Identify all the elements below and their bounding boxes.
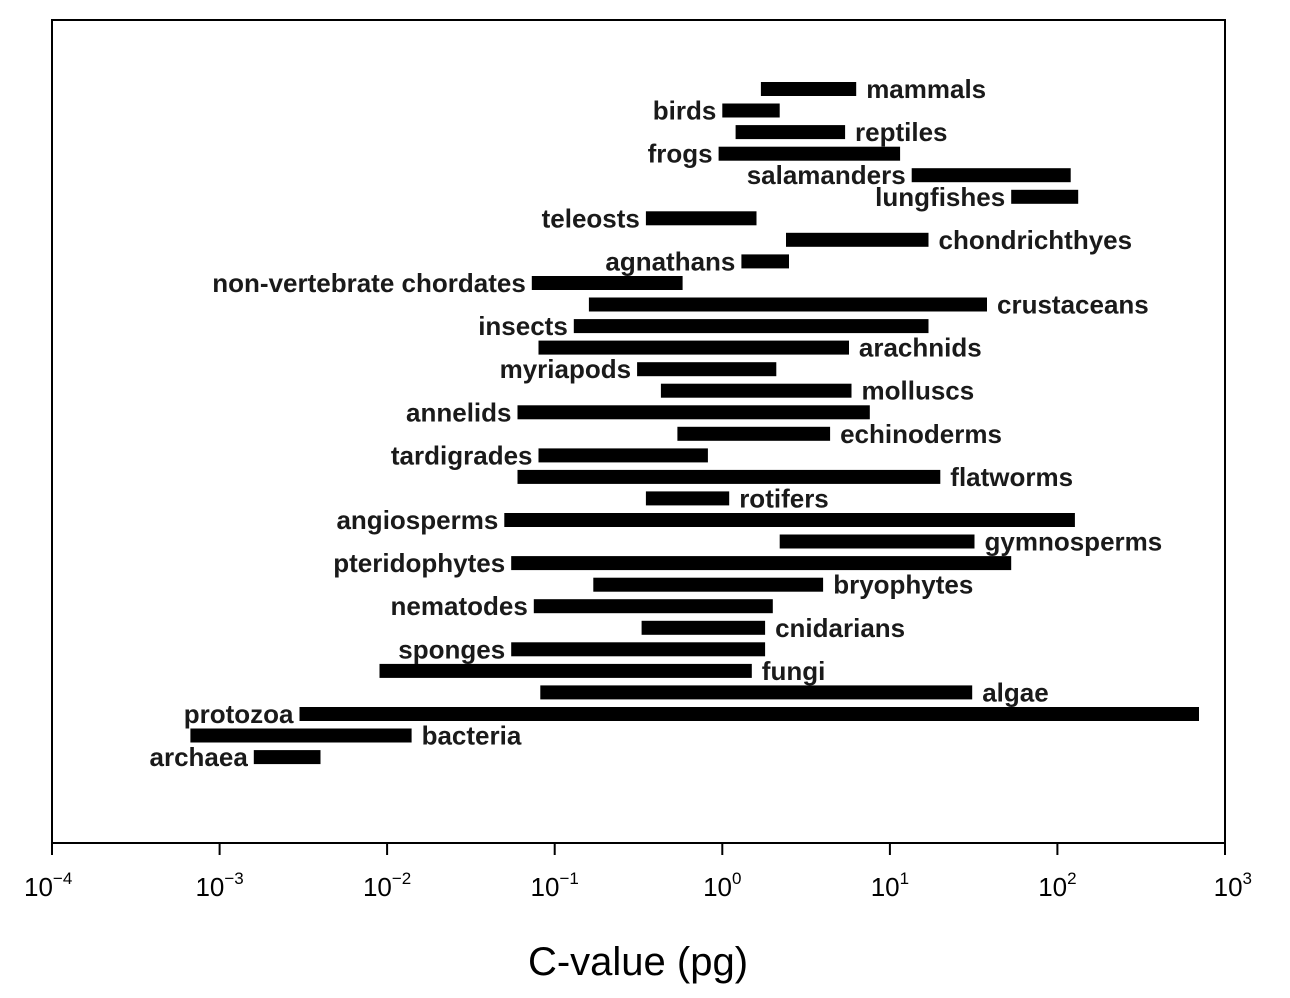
bar-label-angiosperms: angiosperms [336,505,498,535]
bar-label-birds: birds [653,96,717,126]
bar-label-cnidarians: cnidarians [775,613,905,643]
bar-algae [540,685,973,700]
bar-label-flatworms: flatworms [950,462,1073,492]
x-tick-label-0: 10−4 [24,869,72,902]
bar-label-annelids: annelids [406,397,511,427]
bar-label-insects: insects [478,311,568,341]
x-tick-label-7: 103 [1214,869,1252,902]
x-axis-ticks [51,843,1226,855]
range-bars [190,82,1199,765]
bar-angiosperms [504,513,1075,527]
bar-non-vertebrate-chordates [531,276,683,290]
bar-cnidarians [641,620,766,635]
bar-label-nematodes: nematodes [391,591,528,621]
bar-molluscs [660,383,852,398]
bar-annelids [517,405,870,420]
bar-label-mammals: mammals [866,74,986,104]
bar-arachnids [538,340,849,355]
bar-fungi [379,663,752,678]
bar-sponges [511,642,766,657]
bar-label-protozoa: protozoa [184,699,294,729]
bar-label-myriapods: myriapods [500,354,632,384]
bar-teleosts [645,211,757,226]
bar-label-tardigrades: tardigrades [391,440,533,470]
bar-label-lungfishes: lungfishes [875,182,1005,212]
bar-echinoderms [677,426,831,441]
bar-mammals [760,82,857,96]
x-axis-tick-labels: 10−4 10−3 10−2 10−1 100 101 102 103 [24,869,1252,902]
bar-insects [573,319,929,334]
bar-flatworms [517,469,941,484]
bar-label-crustaceans: crustaceans [997,290,1149,320]
bar-label-pteridophytes: pteridophytes [333,548,505,578]
plot-frame [51,19,1226,844]
bar-salamanders [911,168,1071,183]
bar-agnathans [741,254,789,269]
bar-label-fungi: fungi [762,656,826,686]
x-tick-label-3: 10−1 [531,869,579,902]
bar-gymnosperms [779,534,975,549]
x-tick-label-4: 100 [703,869,741,902]
bar-label-frogs: frogs [648,139,713,169]
bar-crustaceans [588,297,987,312]
bar-label-agnathans: agnathans [605,246,735,276]
bar-bacteria [190,728,412,743]
bar-label-non-vertebrate-chordates: non-vertebrate chordates [212,268,526,298]
bar-label-teleosts: teleosts [542,203,640,233]
bar-lungfishes [1011,189,1079,204]
range-labels: mammals birds reptiles frogs salamanderslung… [149,74,1162,772]
bar-label-bryophytes: bryophytes [833,570,973,600]
bar-label-molluscs: molluscs [862,376,975,406]
bar-frogs [718,146,901,161]
bar-label-bacteria: bacteria [422,721,522,751]
bar-bryophytes [593,577,824,592]
bar-chondrichthyes [786,232,929,247]
bar-pteridophytes [511,556,1012,571]
bar-label-reptiles: reptiles [855,117,948,147]
bar-label-gymnosperms: gymnosperms [985,527,1163,557]
bar-label-arachnids: arachnids [859,333,982,363]
bar-label-archaea: archaea [149,742,248,772]
bar-protozoa [299,707,1199,721]
x-tick-label-6: 102 [1038,869,1076,902]
bar-label-chondrichthyes: chondrichthyes [939,225,1133,255]
bar-label-rotifers: rotifers [739,483,829,513]
bar-label-echinoderms: echinoderms [840,419,1002,449]
bar-archaea [253,750,321,765]
bar-rotifers [645,491,730,506]
x-tick-label-2: 10−2 [363,869,411,902]
x-axis-title: C-value (pg) [528,940,748,984]
bar-label-salamanders: salamanders [747,160,906,190]
bar-label-algae: algae [982,677,1048,707]
bar-nematodes [533,599,773,614]
bar-reptiles [735,125,846,140]
bar-tardigrades [538,448,708,463]
x-tick-label-1: 10−3 [195,869,243,902]
x-tick-label-5: 101 [871,869,909,902]
bar-myriapods [637,362,777,377]
bar-label-sponges: sponges [398,634,505,664]
bar-birds [722,103,780,118]
